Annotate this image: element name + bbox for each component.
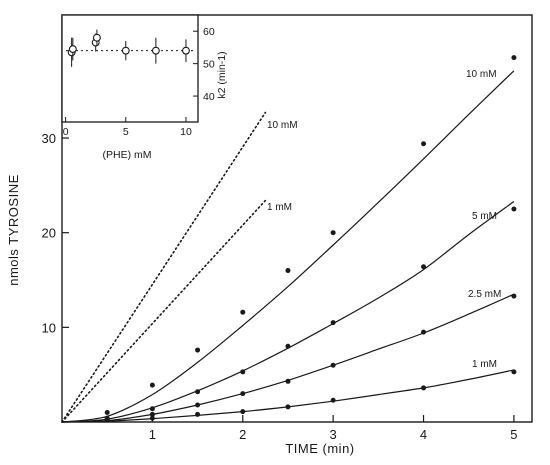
series-line-5-mm bbox=[61, 201, 515, 423]
plot-frame bbox=[61, 14, 533, 423]
data-point-5-mm bbox=[511, 206, 517, 212]
series-label-1mm-dotted: 1 mM bbox=[267, 202, 292, 213]
data-point-5-mm bbox=[149, 406, 155, 412]
data-point-10-mm bbox=[195, 347, 201, 353]
main-chart: 1 2 3 4 5 10 20 30 TIME (min) nmols TYROSINE 10… bbox=[6, 14, 533, 456]
inset-x-axis-label: (PHE) mM bbox=[103, 149, 152, 161]
series-line-1-mm-dotted bbox=[61, 199, 267, 423]
series-line-10-mm bbox=[61, 70, 515, 423]
data-point-5-mm bbox=[421, 264, 427, 270]
main-series-layer bbox=[61, 55, 517, 423]
data-point-5-mm bbox=[195, 389, 201, 395]
x-tick-label: 5 bbox=[510, 427, 517, 442]
series-label-5mm-solid: 5 mM bbox=[472, 211, 497, 222]
data-point-2-5-mm bbox=[195, 402, 201, 408]
data-point-1-mm bbox=[285, 404, 291, 410]
data-point-10-mm bbox=[149, 382, 155, 388]
data-point-10-mm bbox=[511, 55, 517, 61]
inset-x-tick-label: 0 bbox=[63, 126, 69, 138]
inset-marks-layer: 0 5 10 40 50 60 bbox=[61, 14, 215, 138]
inset-y-axis-label: k2 (min-1) bbox=[216, 51, 228, 98]
data-point-2-5-mm bbox=[240, 391, 246, 397]
data-point-5-mm bbox=[285, 343, 291, 349]
inset-chart: 0 5 10 40 50 60 (PHE) mM k2 (min-1) bbox=[61, 14, 228, 161]
x-axis-label: TIME (min) bbox=[285, 441, 354, 456]
inset-y-tick-label: 50 bbox=[203, 59, 215, 71]
inset-y-tick-label: 60 bbox=[203, 26, 215, 38]
series-label-10mm-solid: 10 mM bbox=[466, 69, 497, 80]
series-label-2-5mm-solid: 2.5 mM bbox=[468, 289, 501, 300]
series-line-10-mm-dotted bbox=[61, 111, 267, 423]
y-tick-label: 30 bbox=[42, 131, 56, 146]
data-point-2-5-mm bbox=[330, 362, 336, 368]
inset-y-tick-label: 40 bbox=[203, 91, 215, 103]
inset-x-tick-label: 10 bbox=[180, 126, 192, 138]
data-point-10-mm bbox=[421, 141, 427, 147]
series-label-1mm-solid: 1 mM bbox=[472, 359, 497, 370]
data-point-2-5-mm bbox=[421, 329, 427, 335]
main-axes-layer: 1 2 3 4 5 10 20 30 bbox=[42, 14, 533, 442]
series-label-10mm-dotted: 10 mM bbox=[267, 120, 298, 131]
data-point-2-5-mm bbox=[285, 378, 291, 384]
inset-data-point bbox=[121, 46, 130, 55]
inset-data-point bbox=[92, 33, 101, 42]
x-tick-label: 4 bbox=[420, 427, 427, 442]
x-tick-label: 3 bbox=[330, 427, 337, 442]
data-point-10-mm bbox=[240, 309, 246, 315]
data-point-1-mm bbox=[511, 369, 517, 375]
data-point-10-mm bbox=[330, 230, 336, 236]
data-point-1-mm bbox=[195, 411, 201, 417]
x-tick-label: 1 bbox=[149, 427, 156, 442]
y-tick-label: 20 bbox=[42, 226, 56, 241]
data-point-1-mm bbox=[421, 385, 427, 391]
inset-x-tick-label: 5 bbox=[123, 126, 129, 138]
y-tick-label: 10 bbox=[42, 320, 56, 335]
data-point-10-mm bbox=[104, 410, 110, 416]
data-point-10-mm bbox=[285, 268, 291, 274]
data-point-5-mm bbox=[240, 369, 246, 375]
data-point-2-5-mm bbox=[149, 411, 155, 417]
inset-frame bbox=[61, 14, 199, 123]
data-point-5-mm bbox=[330, 320, 336, 326]
series-line-2-5-mm bbox=[61, 293, 515, 423]
inset-data-point bbox=[151, 46, 160, 55]
inset-data-point bbox=[182, 46, 190, 55]
inset-data-point bbox=[68, 45, 77, 53]
data-point-2-5-mm bbox=[511, 293, 517, 299]
y-axis-label: nmols TYROSINE bbox=[6, 174, 21, 286]
data-point-1-mm bbox=[330, 397, 336, 403]
data-point-1-mm bbox=[240, 409, 246, 415]
x-tick-label: 2 bbox=[239, 427, 246, 442]
